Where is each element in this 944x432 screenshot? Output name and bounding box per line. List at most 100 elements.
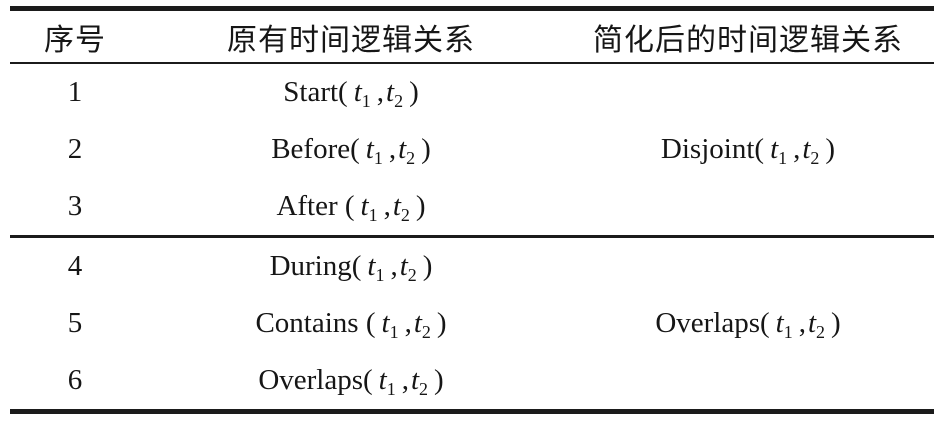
var-t: t — [802, 133, 811, 165]
arg-t2: t2 — [398, 133, 416, 168]
var-t: t — [353, 76, 362, 108]
subscript-2: 2 — [421, 321, 431, 342]
relation-name: Start — [283, 76, 339, 108]
arg-t1: t1 — [353, 76, 371, 111]
relation-name: During — [269, 250, 352, 282]
subscript-2: 2 — [407, 264, 417, 285]
header-rule — [10, 62, 934, 64]
comma: , — [401, 364, 409, 396]
subscript-2: 2 — [394, 90, 404, 111]
subscript-1: 1 — [389, 321, 399, 342]
comma: , — [793, 133, 801, 165]
subscript-1: 1 — [361, 90, 371, 111]
relation-name: Overlaps — [258, 364, 363, 396]
var-t: t — [360, 190, 369, 222]
relation-name: Disjoint — [660, 133, 755, 165]
subscript-1: 1 — [368, 204, 378, 225]
arg-t1: t1 — [378, 364, 396, 399]
subscript-1: 1 — [375, 264, 385, 285]
comma: , — [376, 76, 385, 108]
close-paren: ) — [436, 307, 447, 339]
var-t: t — [775, 307, 784, 339]
close-paren: ) — [415, 190, 426, 222]
open-paren: ( — [344, 190, 355, 222]
close-paren: ) — [422, 250, 433, 282]
var-t: t — [365, 133, 374, 165]
relation-formula-contains: Contains (t1 ,t2) — [255, 307, 447, 342]
original-relation-cell: Contains (t1 ,t2) — [140, 295, 562, 352]
comma: , — [383, 190, 391, 222]
header-original-relation: 原有时间逻辑关系 — [227, 23, 475, 57]
subscript-1: 1 — [778, 147, 788, 168]
row-number: 2 — [67, 133, 83, 165]
arg-t2: t2 — [413, 307, 431, 342]
original-relation-cell: During(t1 ,t2) — [140, 238, 562, 295]
subscript-2: 2 — [816, 321, 826, 342]
original-relation-cell: After (t1 ,t2) — [140, 178, 562, 235]
close-paren: ) — [825, 133, 836, 165]
simplified-relation-cell: Overlaps(t1 ,t2) — [562, 238, 934, 409]
subscript-2: 2 — [810, 147, 820, 168]
var-t: t — [770, 133, 779, 165]
arg-t1: t1 — [360, 190, 378, 225]
open-paren: ( — [760, 307, 770, 339]
relation-name: Before — [271, 133, 351, 165]
var-t: t — [386, 76, 395, 108]
relation-formula-overlaps: Overlaps(t1 ,t2) — [258, 364, 444, 399]
arg-t2: t2 — [807, 307, 826, 342]
relation-name: After — [276, 190, 345, 222]
arg-t1: t1 — [365, 133, 383, 168]
close-paren: ) — [409, 76, 419, 108]
subscript-1: 1 — [386, 378, 396, 399]
comma: , — [404, 307, 412, 339]
original-relation-cell: Start(t1 ,t2) — [140, 64, 562, 121]
open-paren: ( — [363, 364, 373, 396]
header-index: 序号 — [44, 23, 106, 57]
original-relation-cell: Overlaps(t1 ,t2) — [140, 352, 562, 409]
table-group-disjoint: 1 Start(t1 ,t2) 2 Before(t1 ,t2) 3 After (… — [10, 64, 934, 235]
row-number: 5 — [67, 307, 83, 339]
var-t: t — [392, 190, 401, 222]
comma: , — [390, 250, 398, 282]
close-paren: ) — [421, 133, 431, 165]
arg-t2: t2 — [411, 364, 429, 399]
relation-formula-disjoint: Disjoint(t1 ,t2) — [660, 133, 836, 168]
arg-t1: t1 — [381, 307, 399, 342]
row-number: 3 — [67, 190, 83, 222]
var-t: t — [413, 307, 422, 339]
table-group-overlaps: 4 During(t1 ,t2) 5 Contains (t1 ,t2) 6 Ove… — [10, 238, 934, 409]
close-paren: ) — [831, 307, 841, 339]
open-paren: ( — [754, 133, 765, 165]
simplified-relation-cell: Disjoint(t1 ,t2) — [562, 64, 934, 235]
arg-t2: t2 — [392, 190, 410, 225]
close-paren: ) — [434, 364, 444, 396]
row-number: 1 — [67, 76, 83, 108]
subscript-2: 2 — [419, 378, 429, 399]
relation-formula-during: During(t1 ,t2) — [269, 250, 433, 285]
relation-name: Overlaps — [655, 307, 760, 339]
open-paren: ( — [351, 250, 362, 282]
arg-t1: t1 — [367, 250, 385, 285]
arg-t2: t2 — [386, 76, 404, 111]
relation-formula-overlaps-simplified: Overlaps(t1 ,t2) — [655, 307, 841, 342]
var-t: t — [378, 364, 387, 396]
comma: , — [798, 307, 806, 339]
var-t: t — [807, 307, 817, 339]
comma: , — [388, 133, 397, 165]
relation-formula-start: Start(t1 ,t2) — [283, 76, 419, 111]
subscript-2: 2 — [406, 147, 416, 168]
open-paren: ( — [338, 76, 348, 108]
var-t: t — [398, 133, 407, 165]
group-divider-rule — [10, 235, 934, 238]
original-relation-cell: Before(t1 ,t2) — [140, 121, 562, 178]
arg-t1: t1 — [770, 133, 788, 168]
arg-t2: t2 — [400, 250, 417, 285]
subscript-1: 1 — [373, 147, 383, 168]
subscript-2: 2 — [400, 204, 410, 225]
open-paren: ( — [365, 307, 376, 339]
var-t: t — [381, 307, 390, 339]
relation-formula-before: Before(t1 ,t2) — [271, 133, 431, 168]
relation-formula-after: After (t1 ,t2) — [276, 190, 426, 225]
header-simplified-relation: 简化后的时间逻辑关系 — [593, 23, 903, 57]
